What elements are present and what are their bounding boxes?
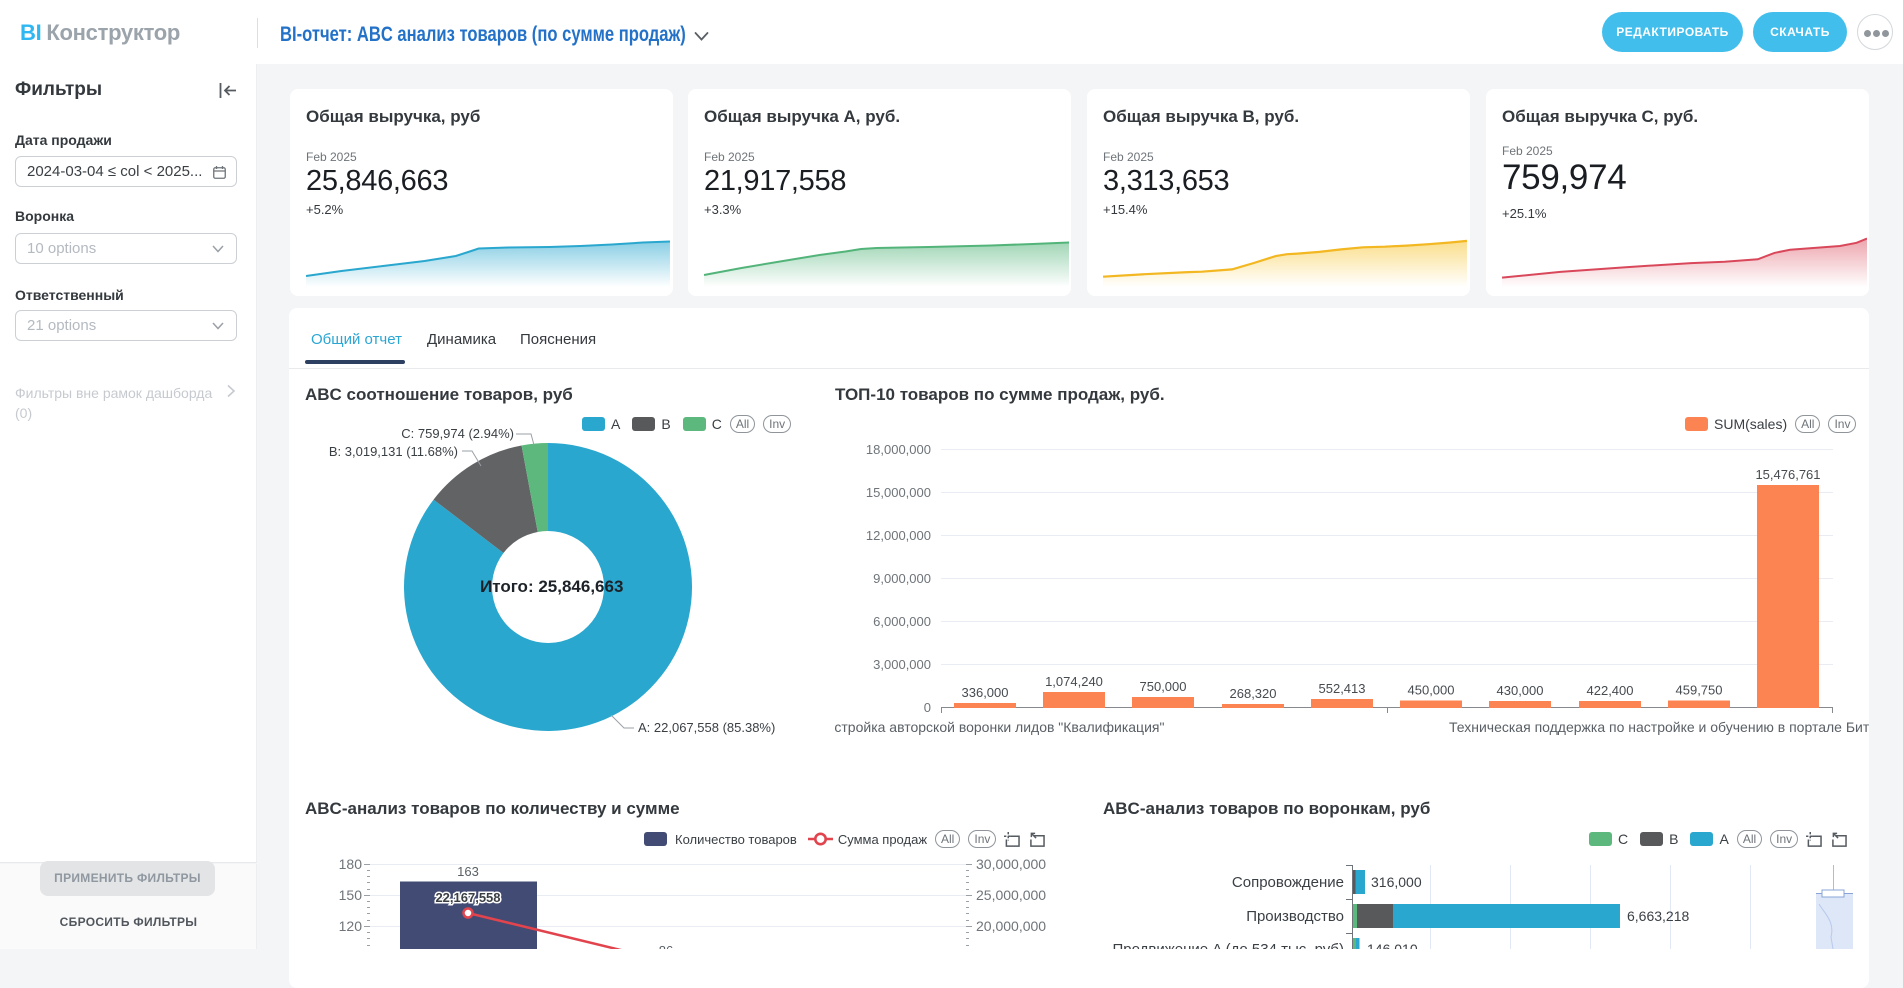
svg-text:430,000: 430,000	[1497, 683, 1544, 698]
svg-text:146,010: 146,010	[1367, 941, 1418, 949]
svg-text:12,000,000: 12,000,000	[866, 528, 931, 543]
svg-text:450,000: 450,000	[1408, 683, 1455, 698]
svg-text:6,663,218: 6,663,218	[1627, 908, 1689, 924]
svg-text:25,000,000: 25,000,000	[976, 887, 1046, 903]
svg-text:750,000: 750,000	[1140, 679, 1187, 694]
svg-text:22,167,558: 22,167,558	[435, 890, 500, 905]
svg-text:Настройка авторской воронки ли: Настройка авторской воронки лидов "Квали…	[835, 719, 1164, 735]
svg-text:Продвижение A (до 534 тыс. руб: Продвижение A (до 534 тыс. руб)	[1113, 941, 1345, 949]
svg-text:Сопровождение: Сопровождение	[1232, 874, 1344, 891]
svg-text:15,000,000: 15,000,000	[866, 485, 931, 500]
svg-text:180: 180	[339, 856, 363, 872]
svg-text:163: 163	[457, 864, 479, 879]
svg-text:1,074,240: 1,074,240	[1045, 674, 1103, 689]
svg-text:268,320: 268,320	[1230, 686, 1277, 701]
svg-text:422,400: 422,400	[1587, 683, 1634, 698]
svg-text:6,000,000: 6,000,000	[873, 614, 931, 629]
svg-text:Техническая поддержка по настр: Техническая поддержка по настройке и обу…	[1449, 719, 1869, 735]
svg-text:C: 759,974 (2.94%): C: 759,974 (2.94%)	[401, 426, 514, 441]
svg-text:Итого: 25,846,663: Итого: 25,846,663	[480, 577, 623, 596]
svg-text:Производство: Производство	[1246, 908, 1344, 925]
svg-text:552,413: 552,413	[1319, 681, 1366, 696]
svg-text:336,000: 336,000	[962, 685, 1009, 700]
svg-text:316,000: 316,000	[1371, 874, 1422, 890]
svg-text:30,000,000: 30,000,000	[976, 856, 1046, 872]
svg-text:459,750: 459,750	[1676, 683, 1723, 698]
svg-text:20,000,000: 20,000,000	[976, 918, 1046, 934]
svg-text:0: 0	[924, 700, 931, 715]
svg-text:3,000,000: 3,000,000	[873, 657, 931, 672]
svg-text:B: 3,019,131 (11.68%): B: 3,019,131 (11.68%)	[329, 444, 458, 459]
svg-text:15,476,761: 15,476,761	[1755, 467, 1820, 482]
svg-text:A: 22,067,558 (85.38%): A: 22,067,558 (85.38%)	[638, 720, 775, 735]
svg-text:86: 86	[659, 943, 673, 949]
svg-text:18,000,000: 18,000,000	[866, 442, 931, 457]
svg-text:9,000,000: 9,000,000	[873, 571, 931, 586]
svg-text:120: 120	[339, 918, 363, 934]
svg-text:150: 150	[339, 887, 363, 903]
